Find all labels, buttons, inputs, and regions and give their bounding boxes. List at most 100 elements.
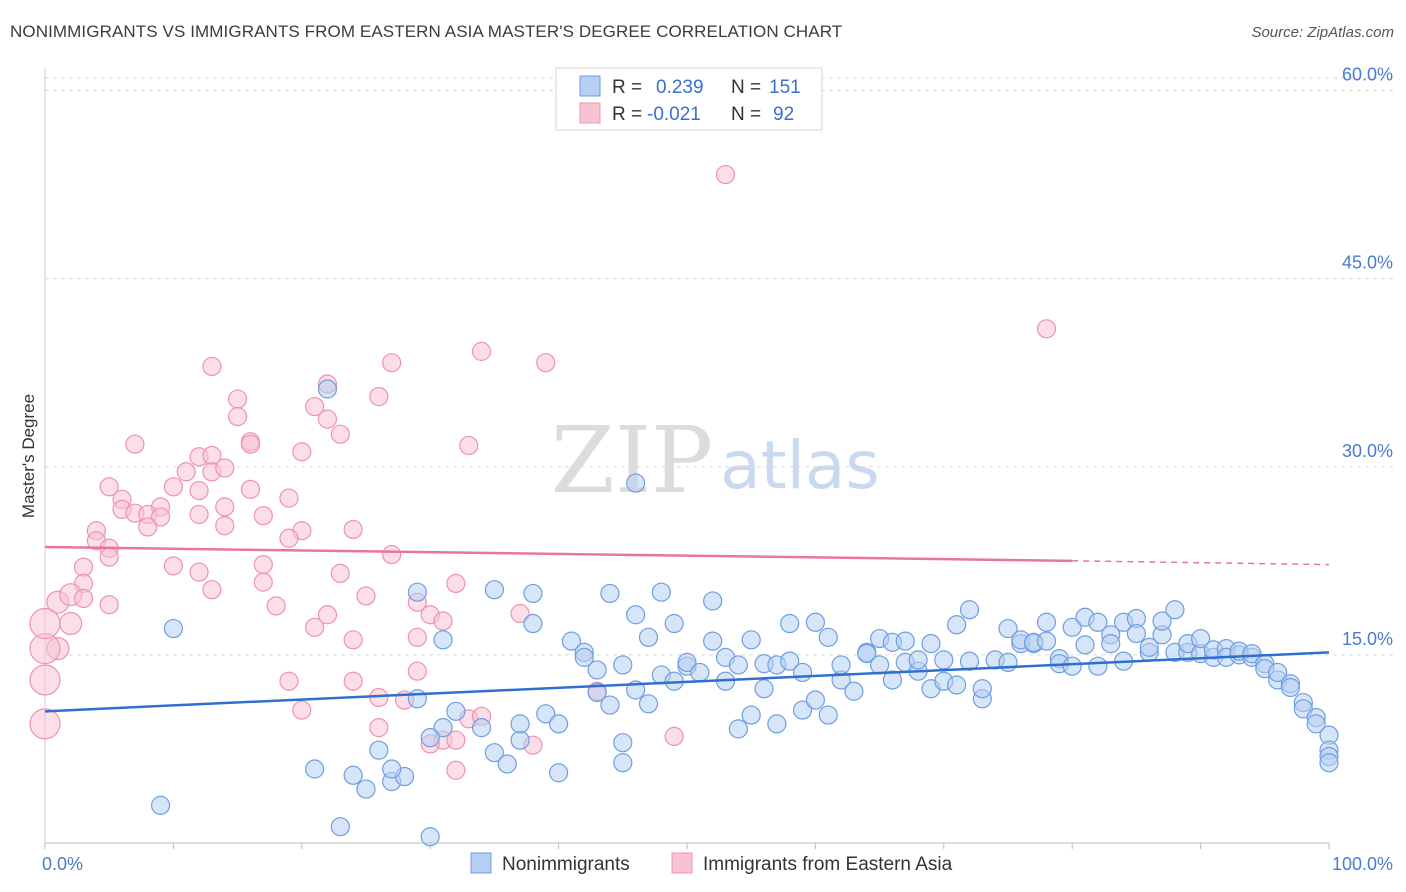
nonimmigrants-point — [446, 701, 466, 721]
immigrants-point — [343, 519, 363, 540]
nonimmigrants-point — [497, 754, 517, 774]
nonimmigrants-point — [626, 605, 646, 625]
immigrants-point — [471, 341, 492, 361]
x-tick-label-min: 0.0% — [42, 854, 83, 874]
watermark-zip: ZIP — [551, 407, 713, 514]
immigrants-point — [446, 760, 466, 780]
nonimmigrants-point — [587, 682, 607, 703]
gridlines — [45, 77, 1394, 656]
immigrants-point — [202, 580, 222, 600]
legend-r-value-1: 0.239 — [656, 77, 704, 98]
nonimmigrants-point — [433, 718, 453, 738]
nonimmigrants-point — [317, 379, 338, 399]
immigrants-point — [29, 708, 61, 740]
nonimmigrants-point — [1036, 631, 1057, 651]
immigrants-point — [317, 409, 338, 429]
immigrants-point — [446, 730, 466, 750]
immigrants-point — [29, 664, 61, 696]
x-tick-label-max: 100.0% — [1332, 854, 1393, 874]
nonimmigrants-point — [651, 582, 671, 602]
immigrants-point — [215, 497, 235, 517]
immigrants-point — [292, 700, 312, 720]
immigrants-point — [279, 488, 299, 508]
legend-top: R = 0.239 N = 151 R = -0.021 N = 92 — [555, 67, 823, 131]
nonimmigrants-point — [882, 670, 903, 690]
legend-r-label-1: R = — [612, 77, 642, 98]
nonimmigrants-point — [305, 759, 325, 779]
nonimmigrants-point — [703, 631, 723, 651]
nonimmigrants-point — [1306, 714, 1326, 734]
nonimmigrants-point — [626, 473, 646, 493]
nonimmigrants-point — [613, 655, 633, 675]
nonimmigrants-point — [523, 613, 543, 634]
immigrants-point — [228, 389, 248, 409]
nonimmigrants-point — [536, 704, 556, 724]
immigrants-point — [536, 353, 556, 373]
nonimmigrants-point — [600, 583, 620, 604]
nonimmigrants-point — [1152, 611, 1172, 631]
legend-bottom-label-2: Immigrants from Eastern Asia — [703, 854, 953, 875]
nonimmigrants-point — [1062, 656, 1082, 676]
nonimmigrants-point — [728, 719, 748, 739]
y-axis-label: Master's Degree — [19, 394, 38, 518]
nonimmigrants-point — [831, 655, 851, 675]
nonimmigrants-point — [895, 631, 915, 651]
nonimmigrants-point — [1101, 633, 1121, 654]
nonimmigrants-point — [728, 655, 748, 675]
nonimmigrants-point — [420, 827, 440, 847]
nonimmigrants-point — [844, 681, 864, 701]
legend-bottom-swatch-pink — [671, 852, 693, 874]
nonimmigrants-point — [356, 779, 376, 799]
nonimmigrants-point — [1126, 623, 1147, 644]
legend-n-label-2: N = — [731, 104, 761, 125]
nonimmigrants-point — [1165, 600, 1185, 620]
nonimmigrants-point — [600, 695, 620, 715]
immigrants-trend-extension — [1072, 560, 1330, 566]
nonimmigrants-point — [947, 675, 967, 695]
nonimmigrants-point — [420, 728, 440, 748]
immigrants-point — [125, 434, 145, 454]
nonimmigrants-point — [869, 655, 890, 675]
nonimmigrants-point — [908, 650, 928, 670]
immigrants-point — [279, 528, 299, 548]
nonimmigrants-point — [574, 647, 594, 667]
legend-r-label-2: R = — [612, 104, 642, 125]
nonimmigrants-point — [1088, 656, 1108, 676]
immigrants-point — [292, 442, 312, 462]
immigrants-point — [407, 627, 427, 647]
nonimmigrants-point — [792, 662, 813, 683]
legend-bottom-swatch-blue — [470, 852, 492, 874]
nonimmigrants-point — [703, 591, 723, 611]
nonimmigrants-point — [1139, 637, 1159, 657]
legend-bottom: Nonimmigrants Immigrants from Eastern As… — [470, 852, 953, 875]
nonimmigrants-point — [613, 733, 633, 753]
nonimmigrants-point — [548, 763, 569, 783]
nonimmigrants-point — [369, 740, 389, 760]
nonimmigrants-point — [959, 651, 980, 671]
immigrants-point — [305, 617, 325, 637]
nonimmigrants-point — [407, 689, 427, 709]
nonimmigrants-point — [484, 743, 504, 763]
nonimmigrants-point — [1280, 677, 1301, 698]
immigrants-point — [163, 477, 183, 497]
nonimmigrants-point — [433, 630, 453, 650]
immigrants-point — [343, 671, 363, 691]
nonimmigrants-point — [382, 759, 402, 779]
immigrants-point — [59, 611, 83, 636]
immigrants-point — [253, 554, 273, 575]
immigrants-points — [29, 164, 1057, 780]
immigrants-point — [510, 603, 530, 624]
y-tick-label-45: 45.0% — [1342, 253, 1393, 273]
nonimmigrants-point — [587, 660, 607, 680]
legend-swatch-blue — [579, 75, 601, 97]
nonimmigrants-point — [767, 714, 787, 734]
immigrants-point — [330, 424, 350, 444]
nonimmigrants-point — [780, 651, 800, 671]
watermark-atlas: atlas — [720, 427, 880, 504]
immigrants-point — [317, 605, 338, 625]
nonimmigrants-point — [510, 714, 530, 734]
immigrants-point — [356, 586, 376, 606]
nonimmigrants-point — [638, 627, 659, 647]
nonimmigrants-point — [792, 700, 813, 720]
